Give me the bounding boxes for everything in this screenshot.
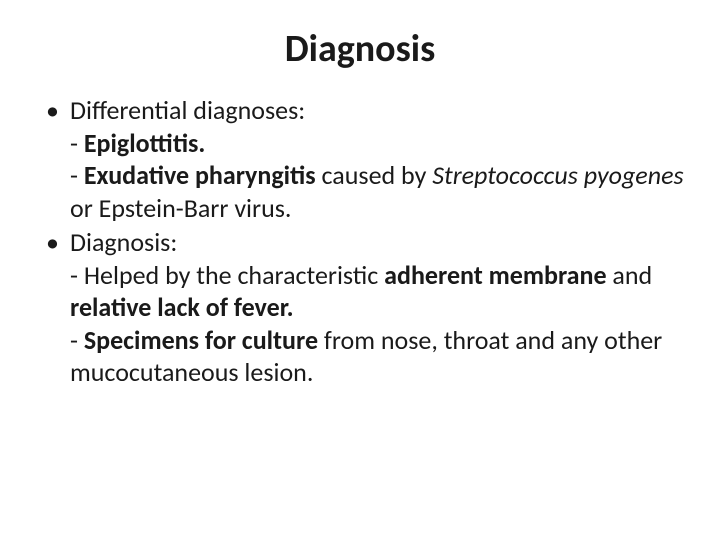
bullet-item-differential: Differential diagnoses: - Epiglottitis. …: [40, 94, 684, 224]
text: caused by: [322, 159, 433, 191]
sub-line: - Specimens for culture from nose, throa…: [70, 324, 684, 389]
sub-line: - Epiglottitis.: [70, 127, 684, 160]
bullet-head: Differential diagnoses:: [70, 94, 305, 126]
slide-title: Diagnosis: [36, 26, 684, 72]
text: - Helped by the characteristic: [70, 259, 384, 291]
text: or Epstein-Barr virus.: [70, 192, 291, 224]
bullet-item-diagnosis: Diagnosis: - Helped by the characteristi…: [40, 226, 684, 389]
bullet-head: Diagnosis:: [70, 226, 177, 258]
sub-line: - Exudative pharyngitis caused by Strept…: [70, 159, 684, 224]
dash: -: [70, 159, 84, 191]
term-streptococcus: Streptococcus pyogenes: [432, 159, 683, 191]
term-exudative-pharyngitis: Exudative pharyngitis: [84, 159, 322, 191]
term-lack-of-fever: relative lack of fever.: [70, 291, 294, 323]
sub-line: - Helped by the characteristic adherent …: [70, 259, 684, 324]
term-specimens-culture: Specimens for culture: [84, 324, 324, 356]
slide: Diagnosis Differential diagnoses: - Epig…: [0, 0, 720, 540]
term-epiglottitis: Epiglottitis.: [84, 127, 206, 159]
term-adherent-membrane: adherent membrane: [384, 259, 612, 291]
dash: -: [70, 127, 84, 159]
bullet-list: Differential diagnoses: - Epiglottitis. …: [36, 94, 684, 389]
text: and: [612, 259, 652, 291]
dash: -: [70, 324, 84, 356]
